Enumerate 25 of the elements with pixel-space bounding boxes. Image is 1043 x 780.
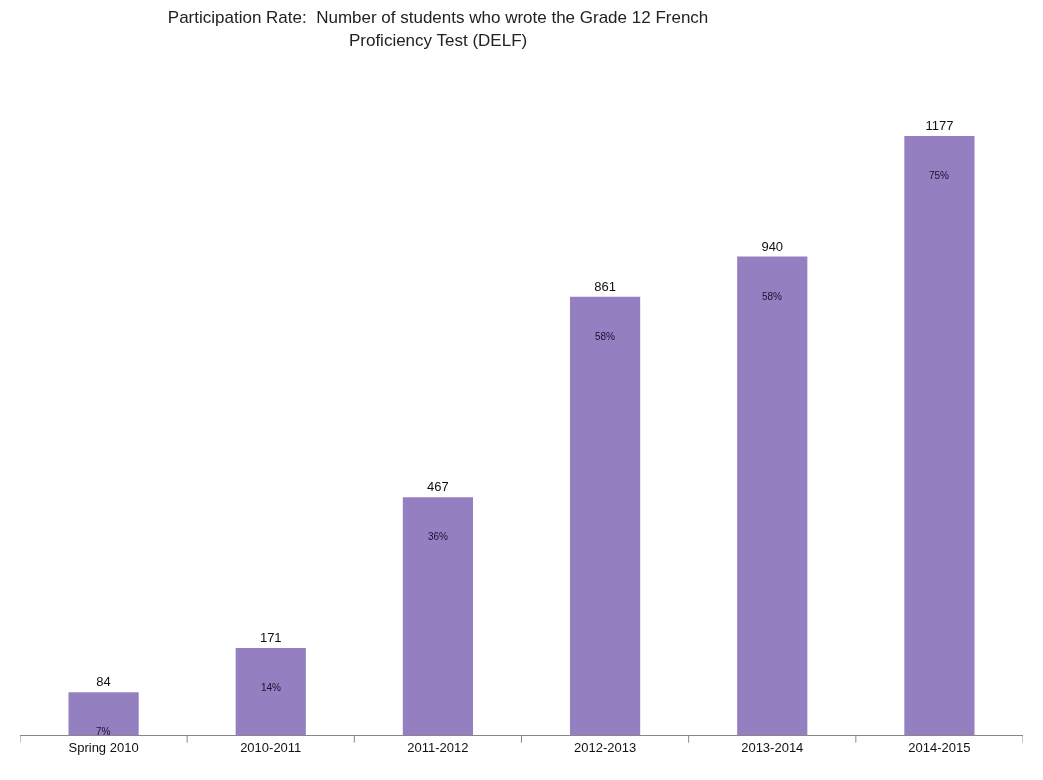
annotation: 36% <box>428 531 449 542</box>
x-tick-label: 2014-2015 <box>908 739 971 755</box>
data-label: 1177 <box>925 117 954 133</box>
bar <box>235 647 306 735</box>
data-label: 171 <box>259 629 282 645</box>
data-label: 84 <box>96 674 111 690</box>
bar <box>402 497 474 735</box>
bar <box>68 692 139 735</box>
bar <box>904 135 975 735</box>
x-tick-label: Spring 2010 <box>68 739 139 755</box>
data-label: 940 <box>761 238 784 254</box>
bar <box>569 296 641 735</box>
x-tick-label: 2012-2013 <box>573 739 637 755</box>
data-label: 467 <box>427 479 449 495</box>
x-tick-label: 2013-2014 <box>741 739 804 755</box>
annotation: 75% <box>929 170 950 181</box>
x-tick-label: 2011-2012 <box>407 739 469 755</box>
annotation: 58% <box>595 331 616 342</box>
annotation: 14% <box>261 682 282 693</box>
annotation: 58% <box>762 291 783 302</box>
bar <box>737 256 808 735</box>
x-tick-label: 2010-2011 <box>240 739 302 755</box>
annotation: 7% <box>96 726 111 737</box>
chart-title: Participation Rate: Number of students who wrote the Grade 12 French Proficiency Test (DELF) <box>167 8 709 50</box>
data-label: 861 <box>594 278 616 294</box>
